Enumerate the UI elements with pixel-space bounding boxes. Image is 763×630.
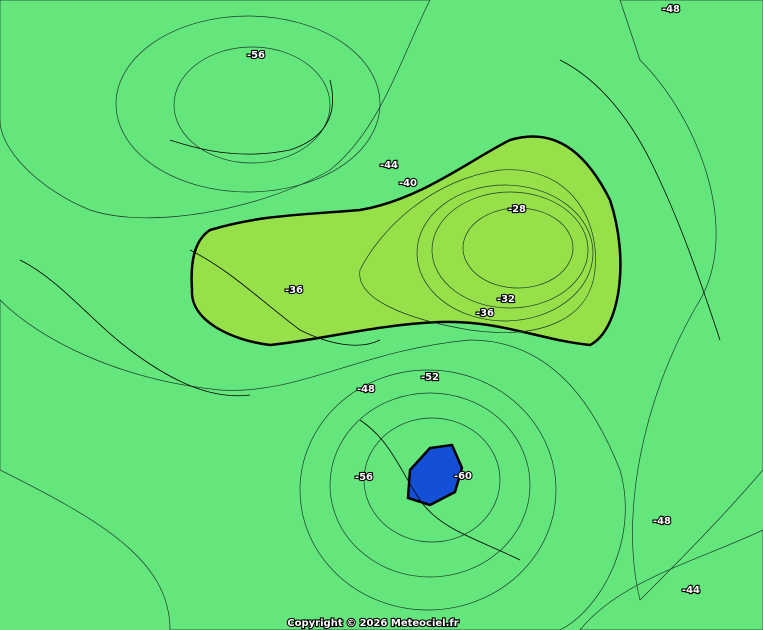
contour-label: -32	[497, 294, 515, 305]
contour-label: -60	[454, 471, 472, 482]
contour-label: -48	[653, 516, 671, 527]
contour-label: -52	[421, 372, 439, 383]
contour-label: -44	[682, 585, 700, 596]
low-core	[173, 46, 331, 164]
warm-core	[462, 207, 574, 289]
low-ring	[363, 417, 501, 543]
zone-cyan-north	[0, 0, 431, 219]
contour-label: -48	[357, 384, 375, 395]
coastlines	[19, 59, 721, 561]
contour-label: -44	[380, 160, 398, 171]
contour-label: -36	[285, 285, 303, 296]
contour-label: -56	[247, 50, 265, 61]
low-ring	[329, 392, 531, 578]
warm-zone	[431, 191, 589, 309]
warm-zone	[359, 169, 596, 333]
low-ring	[299, 369, 557, 611]
contour-label: -28	[508, 204, 526, 215]
warm-zone	[190, 135, 622, 347]
contour-label: -36	[476, 308, 494, 319]
copyright: Copyright © 2026 Meteociel.fr	[287, 618, 458, 629]
low-core	[406, 443, 464, 507]
warm-zone	[416, 184, 594, 322]
contour-label: -48	[662, 4, 680, 15]
zone-green-se	[579, 529, 763, 630]
contour-label: -40	[399, 178, 417, 189]
low-ring	[115, 15, 381, 193]
contour-label: -56	[355, 472, 373, 483]
zone-cyan-east	[619, 0, 763, 601]
